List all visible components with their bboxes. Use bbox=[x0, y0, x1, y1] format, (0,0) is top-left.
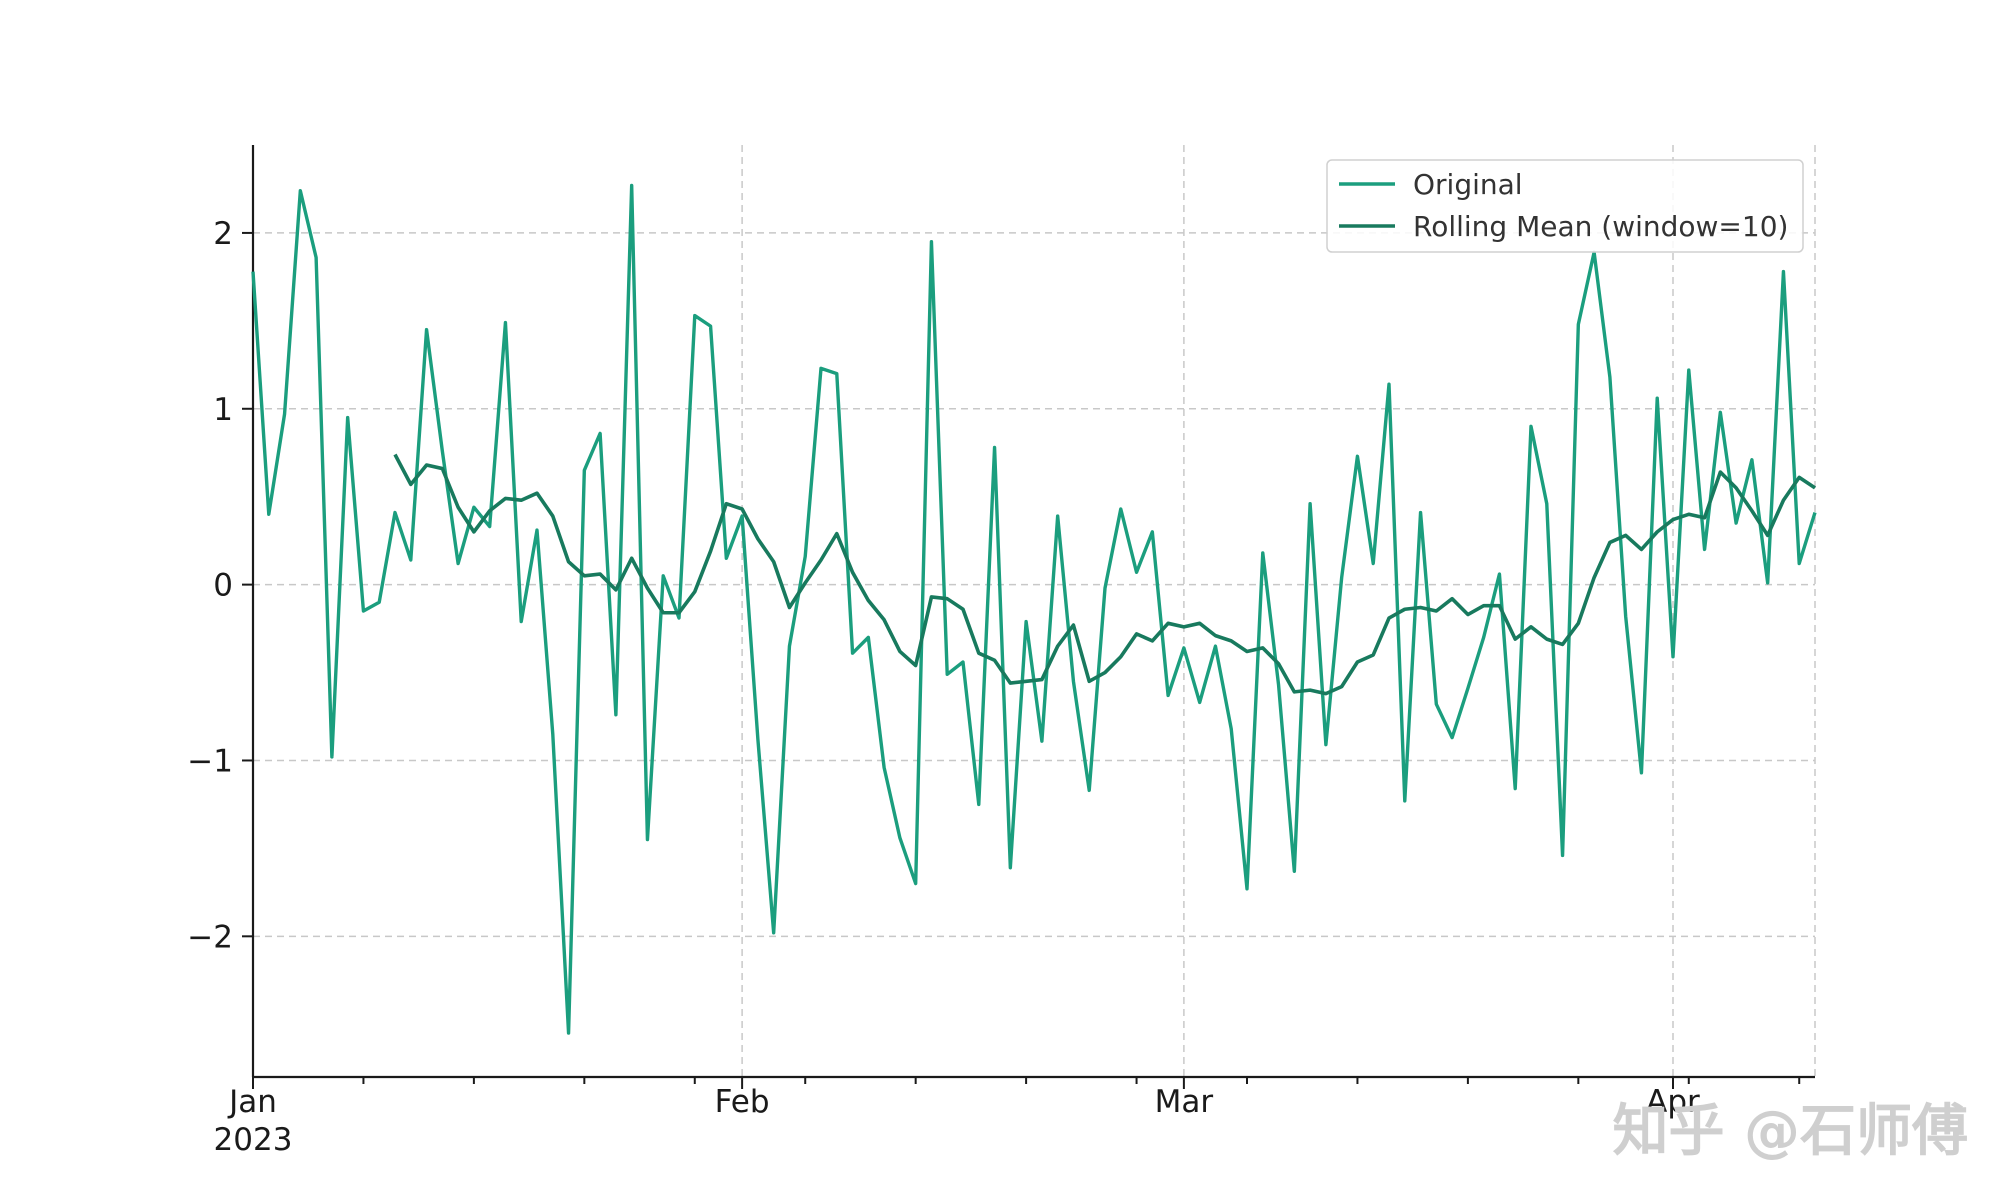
x-tick-label: Apr bbox=[1646, 1084, 1700, 1120]
series-line-original bbox=[251, 183, 1817, 1035]
x-tick-label: Mar bbox=[1155, 1084, 1214, 1120]
series-line-rolling-mean bbox=[393, 453, 1817, 696]
x-tick-label: Jan bbox=[227, 1084, 277, 1120]
legend-label: Rolling Mean (window=10) bbox=[1413, 210, 1788, 243]
y-tick-label: 1 bbox=[213, 392, 233, 428]
y-tick-label: −1 bbox=[187, 743, 233, 779]
x-tick-label: Feb bbox=[715, 1084, 770, 1120]
plot-area bbox=[251, 183, 1817, 1035]
legend-label: Original bbox=[1413, 168, 1523, 201]
watermark: 知乎 @石师傅 bbox=[1613, 1099, 1969, 1164]
y-tick-label: −2 bbox=[187, 919, 233, 955]
legend-box bbox=[1326, 159, 1804, 253]
x-tick-sublabel: 2023 bbox=[214, 1122, 293, 1158]
y-tick-label: 0 bbox=[213, 568, 233, 604]
legend: Original Rolling Mean (window=10) bbox=[1326, 159, 1804, 253]
y-tick-label: 2 bbox=[213, 216, 233, 252]
